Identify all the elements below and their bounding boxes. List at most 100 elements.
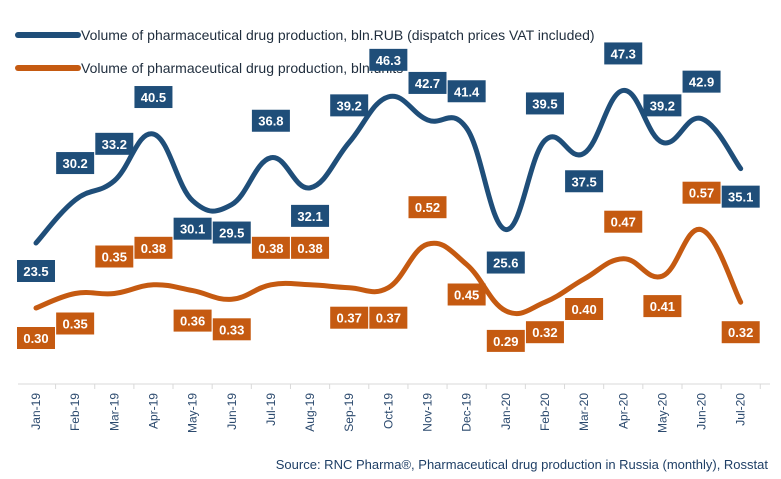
data-label-box [408, 71, 447, 94]
data-label-box [408, 196, 447, 219]
data-label-box [95, 245, 134, 268]
data-label-box [643, 295, 682, 318]
data-label-text: 0.38 [258, 241, 283, 256]
data-label-text: 23.5 [23, 264, 48, 279]
data-label-box [17, 327, 55, 349]
data-label-box [721, 185, 760, 208]
data-label-0-6: 36.8 [251, 109, 290, 132]
data-label-box [134, 236, 173, 259]
data-label-text: 46.3 [376, 53, 401, 68]
series-line-0 [33, 87, 744, 246]
x-tick-label: Apr-19 [146, 393, 160, 429]
data-label-text: 0.40 [571, 302, 596, 317]
data-label-0-7: 32.1 [291, 204, 330, 227]
data-label-1-7: 0.38 [291, 236, 330, 259]
data-label-0-10: 42.7 [408, 71, 447, 94]
legend-label-rub: Volume of pharmaceutical drug production… [81, 27, 595, 43]
data-label-text: 0.45 [454, 288, 479, 303]
x-tick-label: Jan-19 [29, 393, 43, 430]
x-tick-label: Nov-19 [421, 393, 435, 432]
data-label-1-8: 0.37 [330, 306, 369, 329]
data-label-box [525, 321, 564, 344]
data-label-1-5: 0.33 [212, 318, 251, 341]
data-label-text: 32.1 [297, 209, 322, 224]
data-label-1-3: 0.38 [134, 236, 173, 259]
x-tick-label: May-19 [186, 393, 200, 433]
data-label-1-17: 0.57 [682, 181, 721, 204]
data-label-text: 37.5 [571, 174, 596, 189]
data-label-text: 0.36 [180, 314, 205, 329]
data-label-text: 39.2 [337, 98, 362, 113]
x-tick-label: Oct-19 [381, 393, 395, 429]
x-tick-label: Jul-20 [734, 393, 748, 426]
data-label-text: 35.1 [728, 190, 753, 205]
data-label-text: 36.8 [258, 114, 283, 129]
data-label-box [173, 309, 212, 332]
data-label-1-12: 0.29 [486, 329, 525, 352]
data-label-text: 42.7 [415, 76, 440, 91]
x-tick-label: Mar-19 [107, 393, 121, 431]
data-label-1-1: 0.35 [56, 312, 95, 335]
data-label-text: 0.33 [219, 322, 244, 337]
data-label-text: 39.2 [650, 98, 675, 113]
data-label-box [251, 236, 290, 259]
data-label-box [330, 306, 369, 329]
data-label-text: 33.2 [102, 137, 127, 152]
data-label-box [682, 181, 721, 204]
data-label-0-14: 37.5 [565, 170, 604, 193]
data-label-text: 0.38 [141, 241, 166, 256]
data-label-1-2: 0.35 [95, 245, 134, 268]
data-label-1-14: 0.40 [565, 298, 604, 320]
data-label-box [251, 109, 290, 132]
x-tick-label: Jul-19 [264, 393, 278, 426]
data-label-0-0: 23.5 [17, 260, 55, 282]
data-label-0-17: 42.9 [682, 70, 721, 93]
data-label-0-18: 35.1 [721, 185, 760, 208]
data-label-box [369, 306, 408, 329]
data-label-box [643, 94, 682, 117]
data-label-1-4: 0.36 [173, 309, 212, 332]
x-tick-label: Sep-19 [342, 393, 356, 432]
data-label-box [604, 210, 643, 233]
data-label-1-15: 0.47 [604, 210, 643, 233]
data-label-0-12: 25.6 [486, 251, 525, 274]
data-label-0-3: 40.5 [134, 86, 173, 109]
data-label-1-0: 0.30 [17, 327, 55, 349]
x-axis-ticks: Jan-19 Feb-19 Mar-19 Apr-19 May-19 Jun-19 Jul-… [29, 384, 761, 433]
data-label-text: 29.5 [219, 226, 244, 241]
x-tick-label: Mar-20 [577, 393, 591, 431]
x-tick-label: Aug-19 [303, 393, 317, 432]
source-note: Source: RNC Pharma®, Pharmaceutical drug… [276, 457, 769, 472]
data-label-text: 0.47 [611, 215, 636, 230]
data-label-box [56, 152, 95, 175]
series-layer: 23.5 30.2 33.2 40.5 30.1 29.5 36.8 32.1 39.2 46.3… [17, 42, 760, 352]
data-label-text: 0.57 [689, 186, 714, 201]
data-label-box [291, 236, 330, 259]
data-label-text: 42.9 [689, 75, 714, 90]
data-label-1-11: 0.45 [447, 283, 486, 306]
data-label-0-11: 41.4 [447, 80, 486, 103]
data-label-0-8: 39.2 [330, 94, 369, 117]
data-label-text: 0.52 [415, 200, 440, 215]
x-tick-label: Jun-20 [695, 393, 709, 430]
data-label-1-16: 0.41 [643, 295, 682, 318]
data-label-box [447, 80, 486, 103]
x-tick-label: Feb-19 [68, 393, 82, 431]
data-label-box [291, 204, 330, 227]
data-label-0-15: 47.3 [604, 42, 643, 65]
data-label-box [565, 298, 604, 320]
data-label-0-1: 30.2 [56, 152, 95, 175]
data-label-text: 25.6 [493, 256, 518, 271]
data-label-text: 30.2 [62, 156, 87, 171]
data-label-1-18: 0.32 [721, 321, 760, 344]
data-label-box [134, 86, 173, 109]
legend: Volume of pharmaceutical drug production… [15, 27, 595, 76]
data-label-box [604, 42, 643, 65]
data-label-text: 39.5 [532, 96, 557, 111]
data-label-box [95, 132, 134, 155]
data-label-text: 0.35 [102, 250, 127, 265]
data-label-box [486, 251, 525, 274]
data-label-text: 0.30 [23, 331, 48, 346]
data-label-0-5: 29.5 [212, 221, 251, 244]
